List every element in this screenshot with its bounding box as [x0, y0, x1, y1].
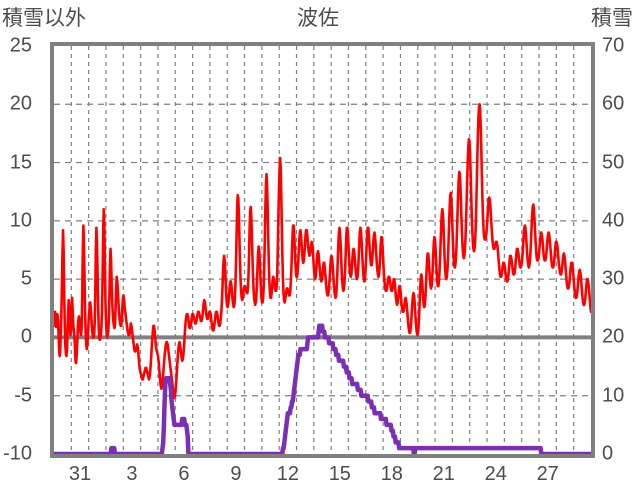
x-axis-tick-label: 21 — [432, 463, 455, 485]
plot-canvas — [54, 46, 591, 454]
y-axis-right-tick-label: 40 — [602, 209, 625, 232]
x-axis-tick-label: 24 — [484, 463, 507, 485]
x-axis-tick-label: 3 — [126, 463, 138, 485]
y-axis-left-tick-label: -5 — [14, 384, 32, 407]
x-axis-tick-label: 12 — [276, 463, 299, 485]
y-axis-right-tick-label: 10 — [602, 384, 625, 407]
y-axis-left-tick-label: 5 — [20, 267, 32, 290]
y-axis-right-tick-label: 50 — [602, 151, 625, 174]
plot-inner — [54, 46, 591, 454]
y-axis-right-tick-label: 0 — [602, 442, 614, 465]
x-axis-tick-label: 6 — [178, 463, 190, 485]
y-axis-right-tick-label: 30 — [602, 267, 625, 290]
y-axis-left-tick-label: 10 — [9, 209, 32, 232]
x-axis-tick-label: 27 — [536, 463, 559, 485]
series-snow-depth — [54, 323, 591, 454]
y-axis-left-tick-label: 20 — [9, 92, 32, 115]
x-axis-tick-label: 31 — [68, 463, 92, 485]
right-axis-title: 積雪 — [591, 7, 633, 30]
x-axis-tick-label: 9 — [230, 463, 242, 485]
x-axis-tick-label: 18 — [380, 463, 403, 485]
y-axis-left-tick-label: 15 — [9, 151, 32, 174]
y-axis-right-tick-label: 20 — [602, 325, 625, 348]
x-axis-tick-label: 15 — [328, 463, 351, 485]
left-axis-title: 積雪以外 — [2, 7, 86, 30]
series-temperature — [54, 102, 591, 400]
y-axis-right-tick-label: 60 — [602, 92, 625, 115]
y-axis-right-tick-label: 70 — [602, 34, 625, 57]
y-axis-left-tick-label: 25 — [9, 34, 32, 57]
y-axis-left-tick-label: -10 — [3, 442, 32, 465]
plot-area — [50, 42, 595, 458]
y-axis-left-tick-label: 0 — [20, 325, 32, 348]
chart-title: 波佐 — [297, 7, 339, 30]
